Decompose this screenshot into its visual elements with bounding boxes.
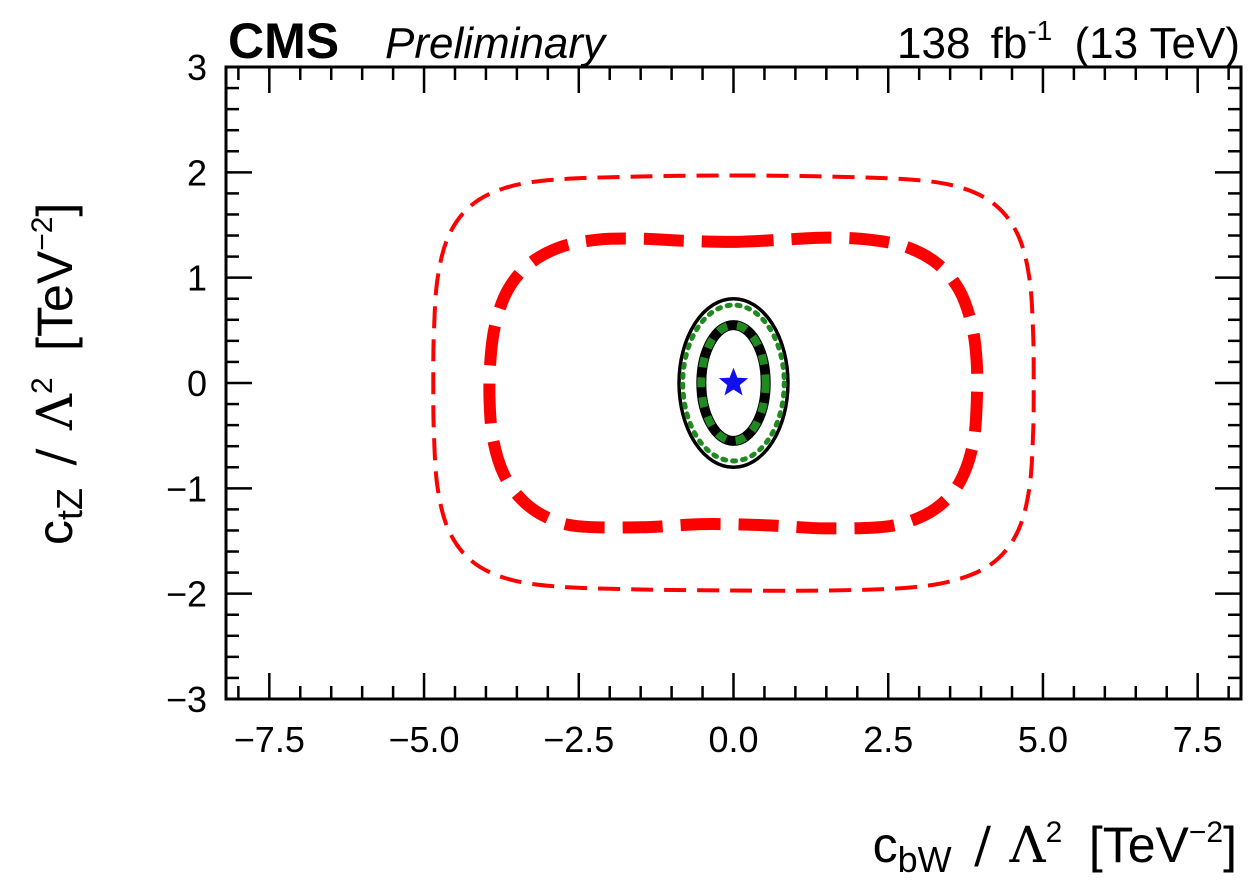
x-tick-label: −2.5 bbox=[543, 719, 614, 760]
y-tick-label: −3 bbox=[166, 679, 207, 720]
x-tick-labels: −7.5 −5.0 −2.5 0.0 2.5 5.0 7.5 bbox=[234, 719, 1223, 760]
best-fit-star-marker bbox=[718, 367, 749, 396]
x-tick-label: −7.5 bbox=[234, 719, 305, 760]
x-tick-label: 2.5 bbox=[863, 719, 913, 760]
x-tick-label: 0.0 bbox=[708, 719, 758, 760]
experiment-label: CMS bbox=[228, 13, 339, 69]
y-tick-label: 0 bbox=[187, 363, 207, 404]
contour-green-outer-dotted bbox=[680, 302, 787, 464]
y-tick-labels: −3 −2 −1 0 1 2 3 bbox=[166, 47, 207, 720]
x-tick-label: 7.5 bbox=[1173, 719, 1223, 760]
y-tick-label: −2 bbox=[166, 574, 207, 615]
contour-curves bbox=[431, 173, 1036, 593]
axis-ticks bbox=[226, 65, 1241, 701]
status-label: Preliminary bbox=[385, 19, 608, 68]
y-tick-label: 1 bbox=[187, 258, 207, 299]
y-tick-label: 2 bbox=[187, 152, 207, 193]
contour-black-outer-solid bbox=[677, 296, 790, 470]
contour-red-outer-95cl bbox=[431, 173, 1036, 593]
x-axis-title: cbW / Λ2 [TeV−2] bbox=[873, 797, 1237, 880]
best-fit-layer bbox=[718, 367, 749, 396]
contour-red-inner-68cl bbox=[483, 231, 984, 535]
y-tick-label: −1 bbox=[166, 468, 207, 509]
x-tick-label: −5.0 bbox=[389, 719, 460, 760]
y-tick-label: 3 bbox=[187, 47, 207, 88]
y-axis-title: ctZ / Λ2 [TeV−2] bbox=[7, 203, 93, 545]
x-tick-label: 5.0 bbox=[1018, 719, 1068, 760]
contour-green-inner-dotted bbox=[697, 321, 770, 445]
luminosity-label: 138 fb-1 (13 TeV) bbox=[897, 1, 1240, 68]
